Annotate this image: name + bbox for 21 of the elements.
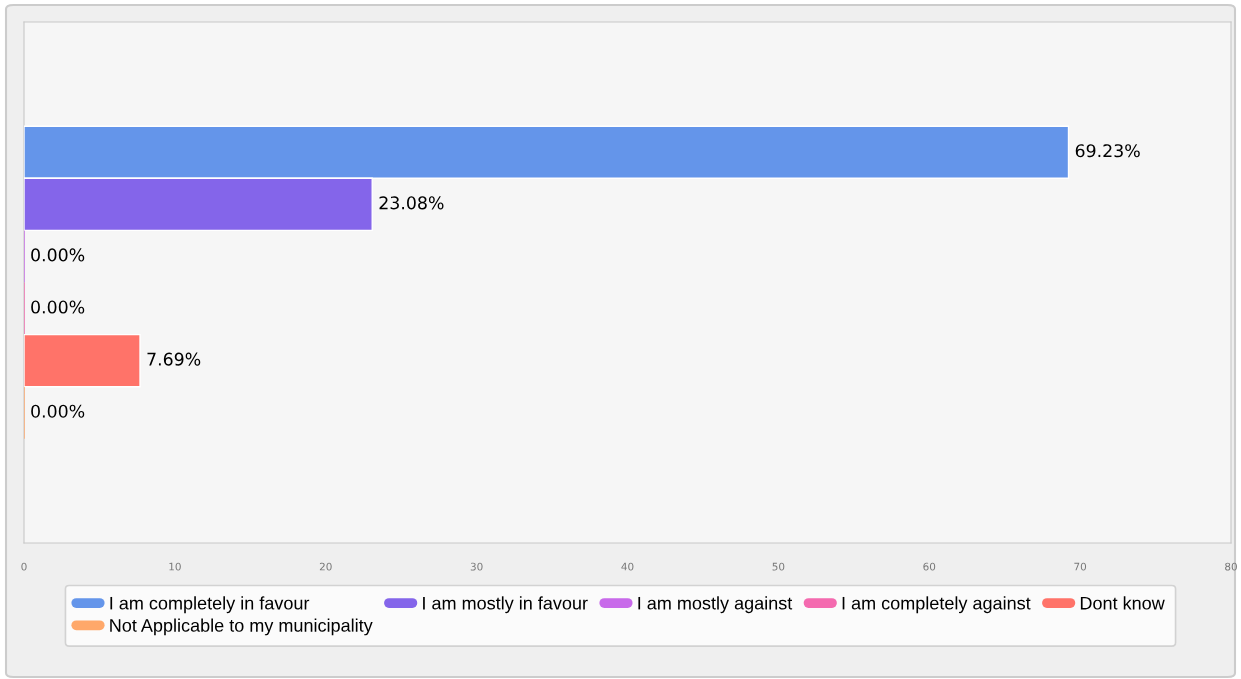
x-tick-label: 60 (923, 562, 936, 571)
legend-label: Not Applicable to my municipality (110, 618, 373, 636)
data-label: 0.00% (31, 404, 85, 418)
x-tick-label: 80 (1225, 562, 1237, 571)
legend-label: Dont know (1080, 596, 1165, 610)
x-tick-label: 20 (319, 562, 332, 571)
x-tick-label: 70 (1074, 562, 1087, 571)
x-tick-label: 0 (21, 562, 27, 571)
legend-label: I am completely against (842, 596, 1031, 614)
legend-label: I am mostly against (638, 596, 793, 614)
data-label: 0.00% (31, 300, 85, 314)
data-label: 69.23% (1075, 144, 1140, 158)
x-tick-label: 50 (772, 562, 785, 571)
x-tick-label: 30 (470, 562, 483, 571)
legend-label: I am mostly in favour (423, 596, 588, 614)
data-label: 0.00% (31, 248, 85, 262)
x-tick-label: 10 (169, 562, 181, 571)
x-tick-label: 40 (621, 562, 634, 571)
data-label: 7.69% (147, 352, 201, 366)
data-label: 23.08% (379, 196, 444, 210)
legend-label: I am completely in favour (110, 596, 310, 614)
